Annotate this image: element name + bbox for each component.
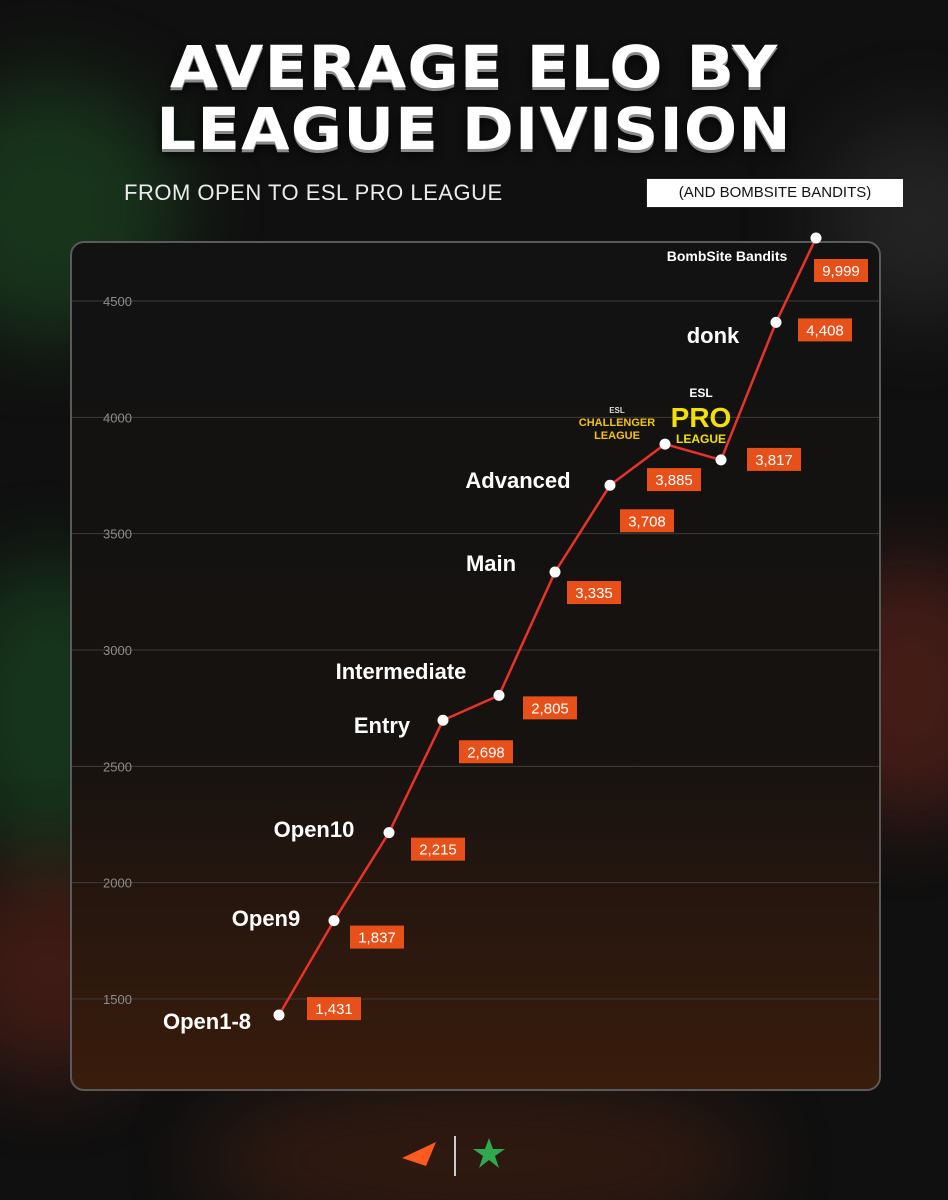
point-label: Open1-8 bbox=[163, 1009, 251, 1034]
title-line-2: LEAGUE DIVISION bbox=[156, 95, 792, 163]
data-point bbox=[328, 915, 340, 927]
y-tick-label: 2000 bbox=[103, 876, 132, 891]
value-label: 2,698 bbox=[467, 744, 505, 761]
data-point bbox=[437, 714, 449, 726]
y-tick-label: 4000 bbox=[103, 410, 132, 425]
value-label-box bbox=[350, 925, 404, 949]
faceit-logo-icon bbox=[402, 1142, 436, 1166]
pro-logo-top: ESL bbox=[689, 386, 712, 400]
y-tick-label: 3500 bbox=[103, 527, 132, 542]
value-label-box bbox=[523, 696, 577, 720]
subtitle: FROM OPEN TO ESL PRO LEAGUE bbox=[124, 180, 503, 205]
pro-logo-line2: LEAGUE bbox=[676, 432, 726, 446]
y-tick-label: 4500 bbox=[103, 294, 132, 309]
point-label: Advanced bbox=[465, 468, 570, 493]
point-label: Intermediate bbox=[336, 659, 467, 684]
value-label: 3,885 bbox=[655, 472, 693, 489]
value-label: 9,999 bbox=[822, 263, 860, 280]
point-label: Open10 bbox=[274, 817, 355, 842]
value-label: 1,837 bbox=[358, 930, 396, 947]
value-label-box bbox=[307, 997, 361, 1021]
logo-divider bbox=[454, 1136, 456, 1176]
page-title: AVERAGE ELO BY LEAGUE DIVISION bbox=[0, 36, 948, 160]
data-point bbox=[493, 689, 505, 701]
data-point bbox=[715, 454, 727, 466]
y-tick-label: 2500 bbox=[103, 759, 132, 774]
value-label-box bbox=[620, 509, 674, 533]
data-point bbox=[659, 438, 671, 450]
data-point bbox=[770, 316, 782, 328]
subtitle-note: (AND BOMBSITE BANDITS) bbox=[646, 178, 904, 208]
value-label-box bbox=[747, 447, 801, 471]
data-point bbox=[273, 1009, 285, 1021]
pro-logo-line1: PRO bbox=[671, 402, 732, 433]
challenger-logo-line1: CHALLENGER bbox=[579, 417, 655, 429]
y-tick-label: 3000 bbox=[103, 643, 132, 658]
value-label: 1,431 bbox=[315, 1001, 353, 1018]
chart-panel bbox=[70, 241, 881, 1091]
challenger-logo-line2: LEAGUE bbox=[594, 430, 640, 442]
point-label: Open9 bbox=[232, 906, 300, 931]
challenger-logo-top: ESL bbox=[609, 406, 625, 415]
value-label-box bbox=[647, 468, 701, 492]
point-label: Main bbox=[466, 551, 516, 576]
value-label: 3,708 bbox=[628, 513, 666, 530]
title-line-1: AVERAGE ELO BY bbox=[169, 33, 779, 101]
value-label-box bbox=[411, 837, 465, 861]
data-point bbox=[383, 827, 395, 839]
value-label: 3,817 bbox=[755, 452, 793, 469]
value-label: 2,215 bbox=[419, 842, 457, 859]
value-label: 4,408 bbox=[806, 322, 844, 339]
value-label-box bbox=[814, 259, 868, 282]
value-label-box bbox=[459, 740, 513, 764]
value-label: 2,805 bbox=[531, 700, 569, 717]
series-line bbox=[277, 237, 818, 1016]
value-label-box bbox=[567, 581, 621, 605]
value-label: 3,335 bbox=[575, 585, 613, 602]
y-tick-label: 1500 bbox=[103, 992, 132, 1007]
point-label: BombSite Bandits bbox=[667, 248, 788, 264]
point-label: donk bbox=[687, 323, 740, 348]
data-point bbox=[604, 479, 616, 491]
value-label-box bbox=[798, 318, 852, 342]
data-point bbox=[810, 232, 822, 244]
star-logo-icon bbox=[473, 1138, 505, 1168]
point-label: Entry bbox=[354, 713, 411, 738]
data-point bbox=[549, 566, 561, 578]
